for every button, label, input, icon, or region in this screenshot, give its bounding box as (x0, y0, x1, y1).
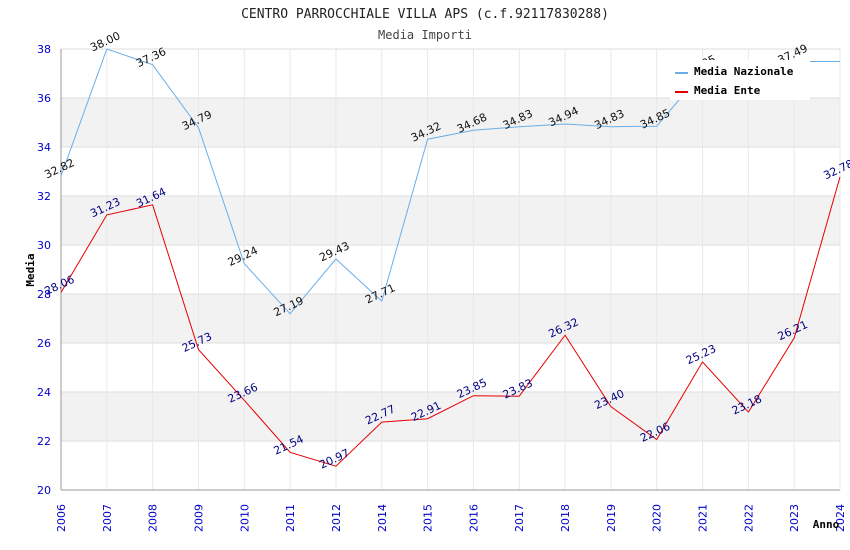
x-tick-label: 2015 (422, 504, 435, 532)
y-tick-label: 38 (37, 43, 51, 56)
background-band (61, 392, 840, 441)
x-tick-label: 2012 (330, 504, 343, 532)
data-label-ente: 20.97 (317, 447, 351, 472)
y-tick-label: 30 (37, 239, 51, 252)
y-tick-label: 34 (37, 141, 51, 154)
chart-subtitle: Media Importi (378, 28, 472, 42)
x-tick-label: 2019 (605, 504, 618, 532)
x-tick-label: 2011 (284, 504, 297, 532)
background-bands (61, 98, 840, 441)
data-label-nazionale: 38.00 (88, 29, 122, 54)
x-tick-labels: 2006 2007 2008 2009 2010 2011 2012 2014 2015 2016… (55, 504, 847, 532)
x-tick-label: 2008 (147, 504, 160, 532)
series-line-ente (60, 176, 841, 467)
data-label-nazionale: 29.24 (226, 244, 260, 269)
x-tick-label: 2017 (513, 504, 526, 532)
legend: Media Nazionale Media Ente (670, 60, 810, 100)
x-tick-label: 2024 (834, 504, 847, 532)
y-tick-labels: 20 22 24 26 28 30 32 34 36 38 (37, 43, 51, 497)
legend-box (670, 60, 810, 100)
chart-title: CENTRO PARROCCHIALE VILLA APS (c.f.92117… (241, 7, 609, 22)
y-tick-label: 26 (37, 337, 51, 350)
x-tick-label: 2010 (238, 504, 251, 532)
x-tick-label: 2023 (788, 504, 801, 532)
y-tick-label: 20 (37, 484, 51, 497)
background-band (61, 196, 840, 245)
axes (60, 49, 840, 491)
x-tick-label: 2020 (651, 504, 664, 532)
y-axis-label: Media (24, 253, 37, 286)
data-label-nazionale: 32.82 (42, 156, 76, 181)
data-label-ente: 32.78 (821, 157, 850, 182)
y-tick-label: 28 (37, 288, 51, 301)
x-tick-label: 2014 (376, 504, 389, 532)
x-tick-label: 2007 (101, 504, 114, 532)
y-tick-label: 36 (37, 92, 51, 105)
x-tick-label: 2009 (192, 504, 205, 532)
x-tick-label: 2006 (55, 504, 68, 532)
x-axis-label: Anno (813, 518, 840, 531)
background-band (61, 98, 840, 147)
legend-label-ente: Media Ente (694, 84, 761, 97)
background-band (61, 294, 840, 343)
x-tick-label: 2018 (559, 504, 572, 532)
y-tick-label: 22 (37, 435, 51, 448)
legend-label-nazionale: Media Nazionale (694, 65, 794, 78)
y-tick-label: 24 (37, 386, 51, 399)
y-tick-label: 32 (37, 190, 51, 203)
x-tick-label: 2021 (697, 504, 710, 532)
x-tick-label: 2016 (467, 504, 480, 532)
gridlines (60, 48, 841, 491)
x-tick-label: 2022 (742, 504, 755, 532)
